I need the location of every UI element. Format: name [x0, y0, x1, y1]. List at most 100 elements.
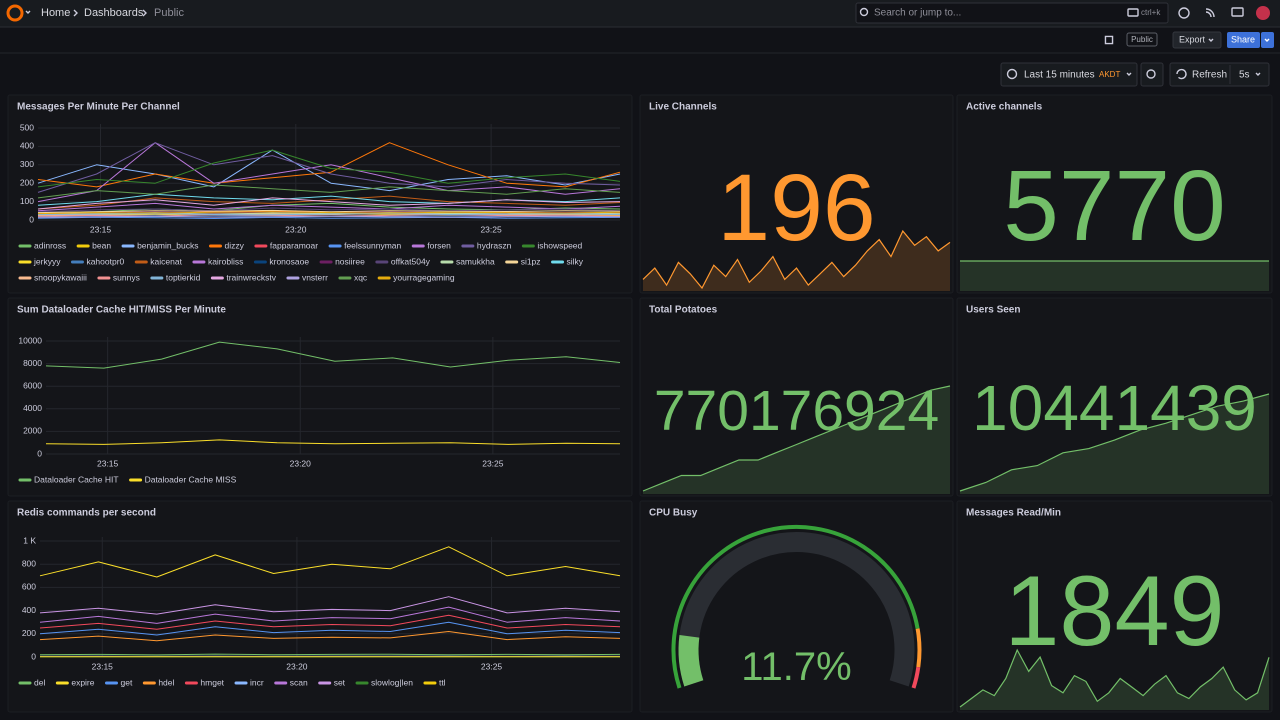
stat-value: 10441439 — [972, 372, 1257, 444]
share-button[interactable] — [1227, 32, 1260, 48]
series-line — [37, 207, 621, 213]
legend-label: trainwreckstv — [226, 272, 276, 282]
panel-title: Active channels — [966, 102, 1043, 113]
panel — [7, 297, 633, 497]
legend-label: set — [334, 677, 346, 687]
refresh-icon[interactable] — [1176, 68, 1187, 80]
tag — [1126, 32, 1158, 47]
logo[interactable] — [6, 4, 24, 22]
time-chevron[interactable] — [1126, 72, 1132, 76]
panel-title: CPU Busy — [649, 508, 698, 519]
legend-label: del — [34, 677, 45, 687]
legend-label: nosiiree — [335, 256, 365, 266]
gauge-threshold — [911, 666, 921, 689]
refresh-picker[interactable] — [1169, 62, 1270, 87]
zoom-out-button[interactable] — [1140, 62, 1164, 87]
sparkline — [642, 385, 951, 492]
y-tick-label: 100 — [20, 196, 34, 206]
panel-title: Total Potatoes — [649, 305, 718, 316]
time-picker[interactable] — [1000, 62, 1138, 87]
legend-label: Dataloader Cache HIT — [34, 474, 119, 484]
breadcrumb[interactable]: Home — [41, 7, 70, 19]
panel-title: Live Channels — [649, 102, 717, 113]
news-icon[interactable] — [1205, 8, 1215, 18]
zoom-icon[interactable] — [1146, 69, 1156, 79]
y-tick-label: 0 — [29, 214, 34, 224]
legend-label: kaicenat — [150, 256, 182, 266]
kiosk-icon[interactable] — [1231, 7, 1244, 17]
refresh-label[interactable]: Refresh — [1192, 70, 1227, 81]
y-tick-label: 6000 — [23, 380, 42, 390]
legend-label: kronosaoe — [269, 256, 309, 266]
x-tick-label: 23:25 — [482, 458, 504, 468]
sparkline-fill — [643, 386, 950, 494]
y-tick-label: 300 — [20, 159, 34, 169]
series-line — [39, 653, 621, 656]
legend-label: scan — [290, 677, 308, 687]
x-tick-label: 23:15 — [97, 458, 119, 468]
series-line — [37, 142, 621, 203]
legend-label: samukkha — [456, 256, 495, 266]
series-line — [37, 213, 621, 216]
legend-label: snoopykawaiii — [34, 272, 87, 282]
series-line — [37, 149, 621, 188]
interval-chevron[interactable] — [1255, 72, 1261, 76]
star-icon[interactable] — [1102, 33, 1116, 47]
y-tick-label: 400 — [20, 141, 34, 151]
legend-label: offkat504y — [391, 256, 431, 266]
y-tick-label: 0 — [37, 448, 42, 458]
x-tick-label: 23:25 — [480, 224, 502, 234]
legend-label: vnsterr — [302, 272, 328, 282]
breadcrumb: Public — [154, 7, 184, 19]
y-tick-label: 10000 — [18, 335, 42, 345]
avatar[interactable] — [1256, 6, 1270, 20]
legend-label: sunnys — [113, 272, 140, 282]
x-tick-label: 23:20 — [286, 661, 308, 671]
stat-value: 5770 — [1003, 150, 1225, 262]
series-line — [39, 596, 621, 615]
help-icon[interactable] — [1178, 7, 1190, 19]
panel — [7, 500, 633, 713]
legend-label: ishowspeed — [537, 240, 582, 250]
breadcrumb[interactable]: Dashboards — [84, 7, 144, 19]
series-line — [45, 439, 621, 445]
search-placeholder[interactable]: Search or jump to... — [874, 8, 961, 19]
series-line — [37, 209, 621, 214]
panel — [956, 297, 1273, 497]
legend-label: forsen — [427, 240, 451, 250]
y-tick-label: 4000 — [23, 403, 42, 413]
y-tick-label: 0 — [31, 651, 36, 661]
refresh-interval[interactable]: 5s — [1239, 70, 1250, 81]
gauge-threshold — [915, 628, 922, 668]
legend-label: jerkyyy — [33, 256, 61, 266]
logo-chevron[interactable] — [25, 10, 31, 14]
legend-label: kairobliss — [208, 256, 243, 266]
share-label[interactable]: Share — [1231, 34, 1255, 44]
breadcrumb-separator — [73, 9, 78, 17]
time-range[interactable]: Last 15 minutes — [1024, 70, 1095, 81]
search-box[interactable] — [855, 2, 1169, 24]
y-tick-label: 2000 — [23, 426, 42, 436]
gauge-value — [678, 635, 704, 687]
panel — [7, 94, 633, 294]
export-label[interactable]: Export — [1179, 34, 1206, 44]
y-tick-label: 800 — [22, 558, 36, 568]
export-button[interactable] — [1172, 31, 1222, 49]
timezone: AKDT — [1099, 70, 1120, 79]
panel-title: Redis commands per second — [17, 508, 156, 519]
gauge-track — [678, 531, 915, 687]
share-chevron[interactable] — [1264, 38, 1270, 42]
series-line — [37, 149, 621, 192]
legend-label: ttl — [439, 677, 446, 687]
series-line — [37, 216, 621, 219]
y-tick-label: 200 — [20, 177, 34, 187]
y-tick-label: 1 K — [23, 535, 36, 545]
export-chevron[interactable] — [1208, 38, 1214, 42]
series-line — [37, 184, 621, 199]
y-tick-label: 200 — [22, 628, 36, 638]
sparkline-fill — [960, 650, 1269, 710]
panel — [639, 297, 954, 497]
legend-label: feelssunnyman — [344, 240, 401, 250]
legend-label: Dataloader Cache MISS — [145, 474, 237, 484]
x-tick-label: 23:15 — [90, 224, 112, 234]
